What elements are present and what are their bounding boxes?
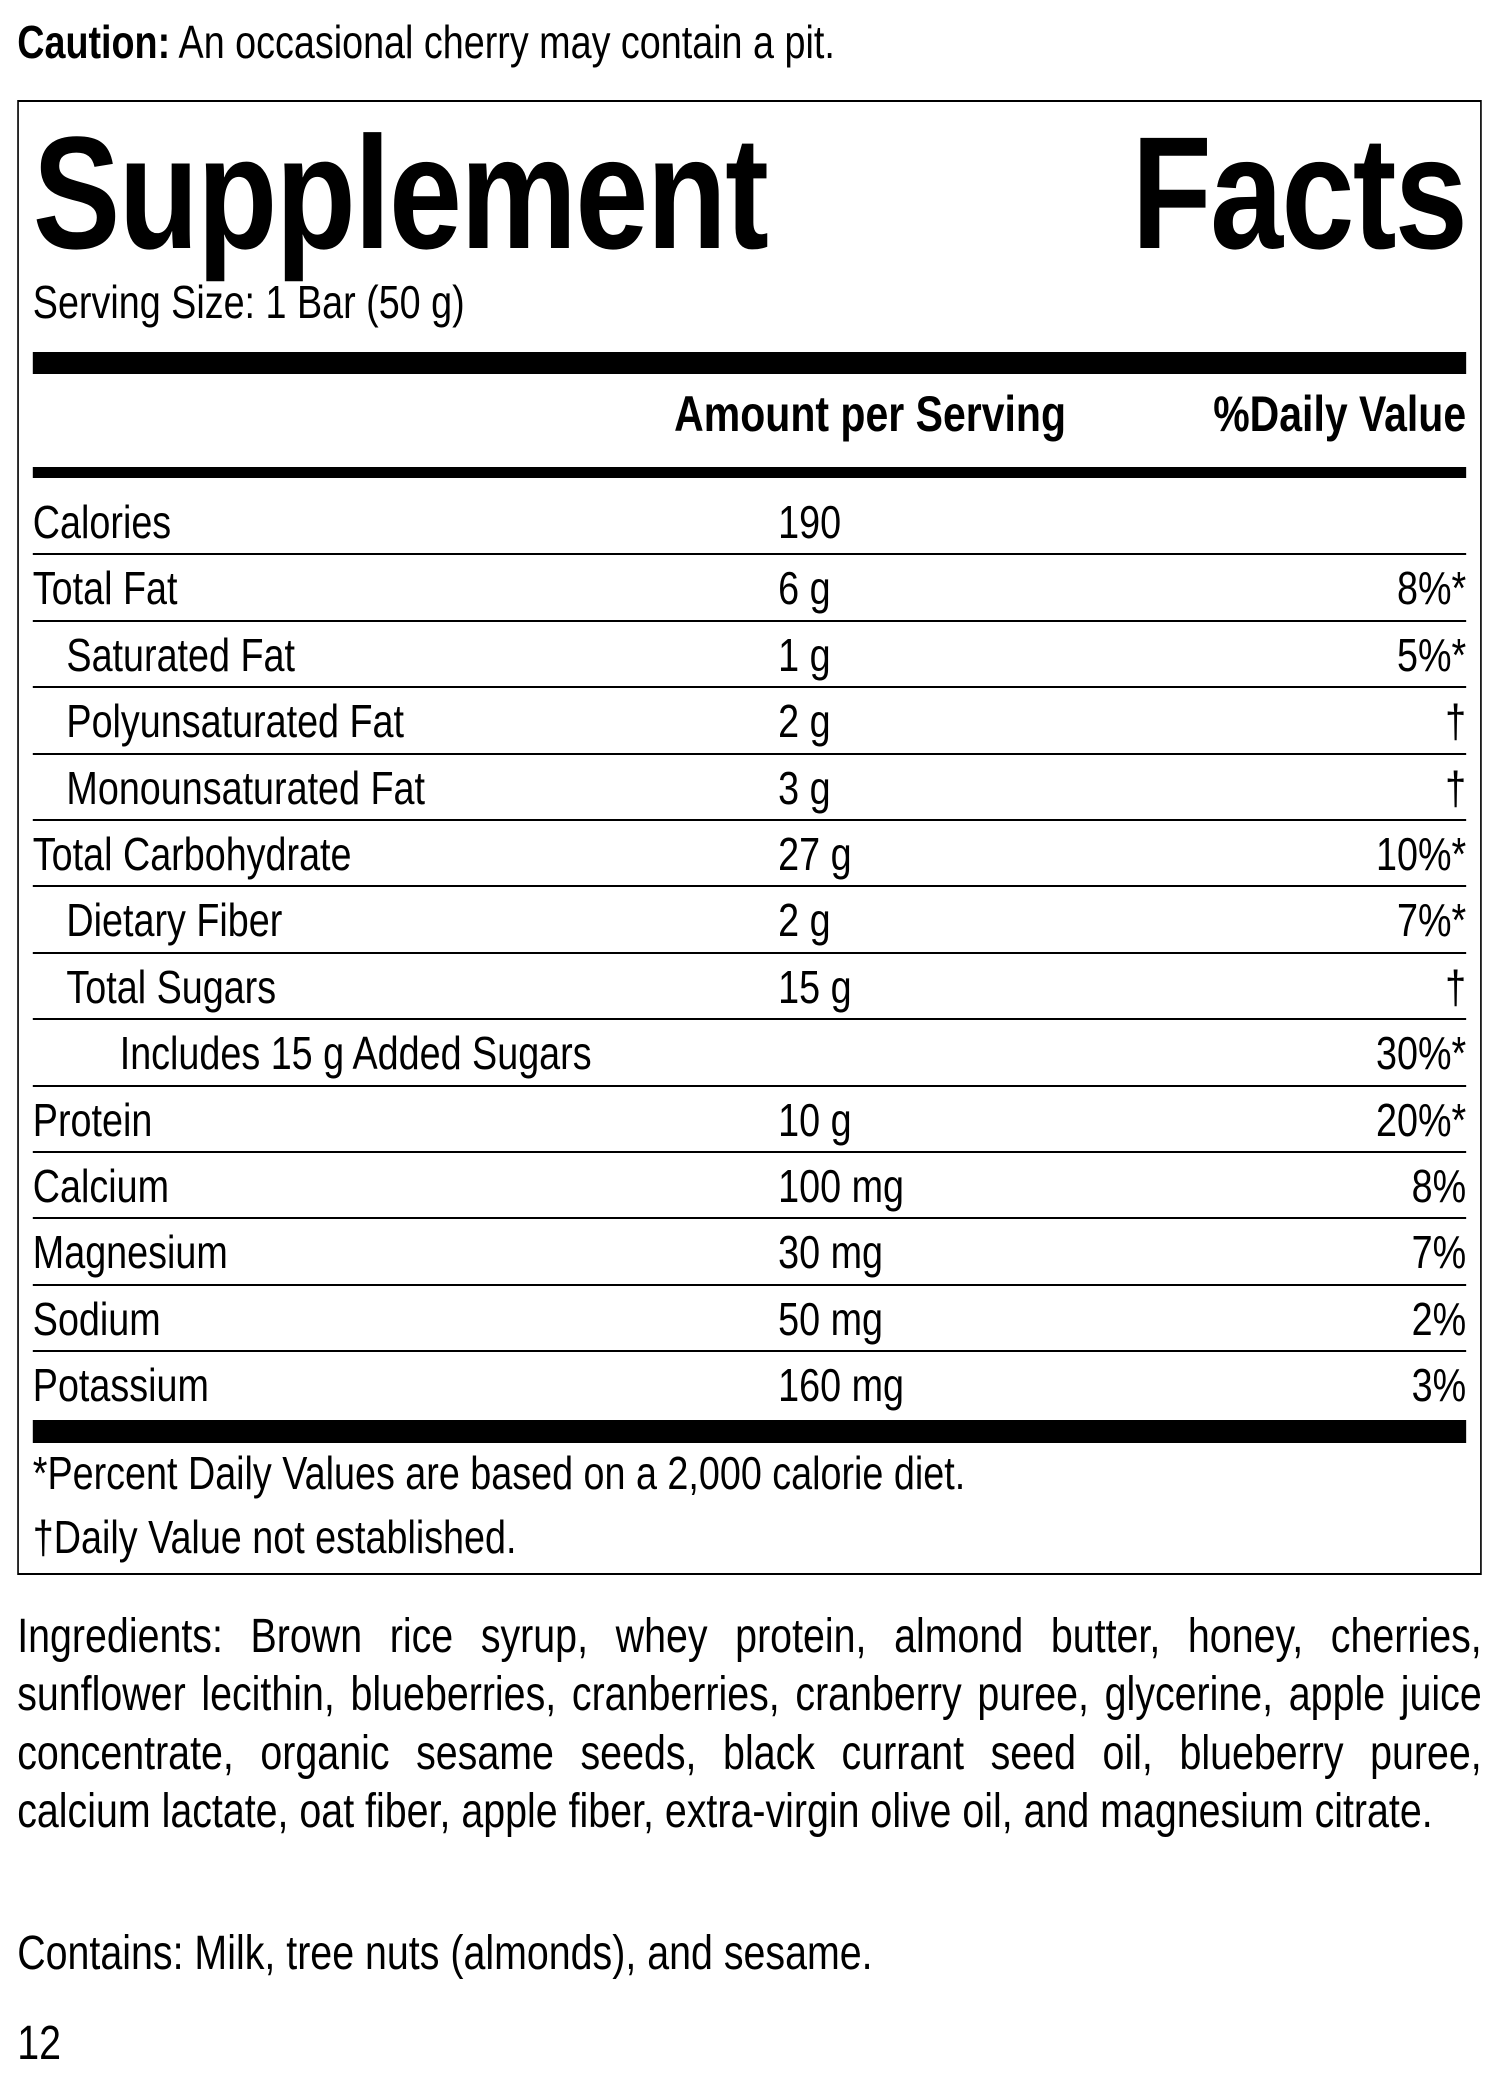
nutrient-row: Total Fat 6 g 8%* <box>32 555 1467 622</box>
nutrient-amount: 160 mg <box>778 1359 904 1412</box>
nutrient-daily-value: 30%* <box>1375 1027 1467 1080</box>
nutrient-daily-value: 8%* <box>1396 562 1467 615</box>
nutrient-row: Total Carbohydrate 27 g 10%* <box>32 821 1467 888</box>
ingredients-list: Ingredients: Brown rice syrup, whey prot… <box>17 1610 1482 1838</box>
nutrient-amount: 3 g <box>778 761 831 814</box>
nutrient-name: Polyunsaturated Fat <box>66 695 405 748</box>
nutrient-daily-value: 10%* <box>1375 827 1467 880</box>
nutrient-amount: 190 <box>778 496 842 548</box>
nutrient-name: Total Fat <box>32 562 178 615</box>
nutrient-name: Sodium <box>32 1292 161 1345</box>
nutrient-name: Includes 15 g Added Sugars <box>119 1027 592 1080</box>
nutrient-daily-value: 7%* <box>1396 894 1467 947</box>
page-number: 12 <box>17 2017 62 2070</box>
nutrient-amount: 1 g <box>778 628 831 681</box>
nutrient-daily-value: † <box>1445 695 1467 748</box>
nutrient-daily-value: 8% <box>1411 1159 1467 1212</box>
nutrient-amount: 27 g <box>778 827 852 880</box>
thick-divider-bottom <box>32 1420 1467 1443</box>
nutrient-name: Saturated Fat <box>66 628 295 681</box>
nutrient-table: Calories 190 Total Fat 6 g 8%* Saturated Fat 1… <box>32 489 1467 1418</box>
nutrient-name: Dietary Fiber <box>66 894 283 947</box>
title-word-facts: Facts <box>1131 103 1468 282</box>
nutrient-amount: 10 g <box>778 1093 852 1146</box>
nutrient-row: Sodium 50 mg 2% <box>32 1286 1467 1353</box>
nutrient-name: Calcium <box>32 1159 170 1212</box>
serving-size: Serving Size: 1 Bar (50 g) <box>32 276 465 328</box>
nutrient-amount: 15 g <box>778 960 852 1013</box>
nutrient-name: Potassium <box>32 1359 209 1412</box>
nutrient-row: Magnesium 30 mg 7% <box>32 1219 1467 1286</box>
footnote-dagger: †Daily Value not established. <box>32 1511 517 1563</box>
footnote-percent-daily-values: *Percent Daily Values are based on a 2,0… <box>32 1447 966 1499</box>
nutrient-row: Saturated Fat 1 g 5%* <box>32 622 1467 689</box>
nutrient-name: Magnesium <box>32 1226 228 1279</box>
nutrient-name: Protein <box>32 1093 153 1146</box>
nutrient-row: Protein 10 g 20%* <box>32 1087 1467 1153</box>
nutrient-row: Total Sugars 15 g † <box>32 954 1467 1021</box>
header-amount-per-serving: Amount per Serving <box>674 386 1066 442</box>
title-word-supplement: Supplement <box>32 103 769 282</box>
nutrient-amount: 30 mg <box>778 1226 884 1279</box>
nutrient-amount: 100 mg <box>778 1159 904 1212</box>
nutrient-name: Total Sugars <box>66 960 277 1013</box>
nutrient-daily-value: 2% <box>1411 1292 1467 1345</box>
supplement-facts-panel <box>17 100 1482 1575</box>
caution-label: Caution: <box>17 16 171 68</box>
nutrient-name: Total Carbohydrate <box>32 827 352 880</box>
thick-divider-top <box>32 352 1467 374</box>
nutrient-name: Monounsaturated Fat <box>66 761 425 814</box>
caution-text: An occasional cherry may contain a pit. <box>170 16 835 68</box>
nutrient-amount: 50 mg <box>778 1292 884 1345</box>
nutrient-row: Potassium 160 mg 3% <box>33 1352 1466 1418</box>
panel-title: Supplement Facts <box>32 103 1468 282</box>
nutrient-daily-value: 20%* <box>1375 1093 1467 1146</box>
nutrient-amount: 2 g <box>778 894 831 947</box>
allergen-statement: Contains: Milk, tree nuts (almonds), and… <box>17 1927 873 1980</box>
nutrient-amount: 2 g <box>778 695 831 748</box>
nutrient-row: Dietary Fiber 2 g 7%* <box>32 887 1467 954</box>
nutrient-daily-value: 7% <box>1411 1226 1467 1279</box>
nutrient-daily-value: † <box>1445 761 1467 814</box>
nutrient-daily-value: 5%* <box>1396 628 1467 681</box>
nutrient-row: Calcium 100 mg 8% <box>32 1153 1467 1220</box>
nutrient-row: Polyunsaturated Fat 2 g † <box>32 688 1467 755</box>
nutrient-name: Calories <box>32 496 172 548</box>
medium-divider <box>32 467 1467 478</box>
nutrient-row: Monounsaturated Fat 3 g † <box>32 755 1467 821</box>
nutrient-daily-value: 3% <box>1411 1359 1467 1412</box>
nutrient-amount: 6 g <box>778 562 831 615</box>
caution-note: Caution: An occasional cherry may contai… <box>17 14 835 70</box>
nutrient-row: Calories 190 <box>32 489 1467 556</box>
nutrient-row: Includes 15 g Added Sugars 30%* <box>32 1020 1467 1087</box>
nutrient-daily-value: † <box>1445 960 1467 1013</box>
header-daily-value: %Daily Value <box>1213 386 1467 442</box>
